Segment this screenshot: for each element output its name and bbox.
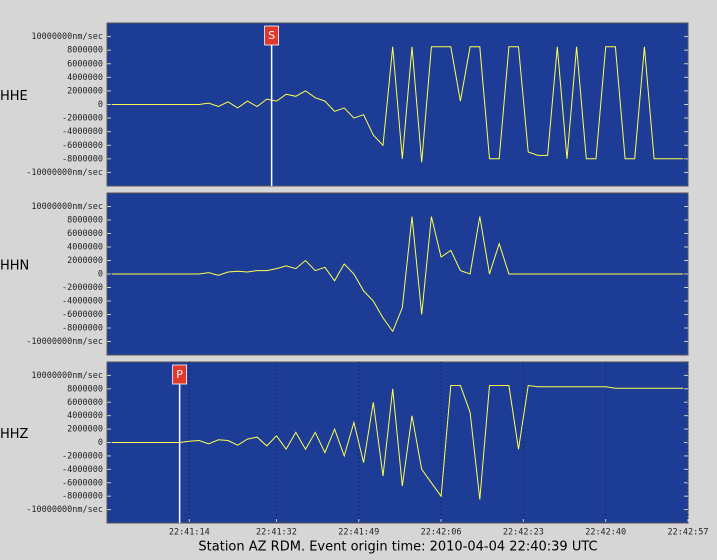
y-tick-label: -4000000 [62,465,103,475]
phase-label: P [176,368,183,381]
x-tick-label: 22:42:06 [421,528,462,538]
y-tick-label: -2000000 [62,114,103,124]
y-tick-label: -8000000 [62,324,103,334]
y-tick-label: -6000000 [62,141,103,151]
caption: Station AZ RDM. Event origin time: 2010-… [198,540,597,555]
y-tick-label: 6000000 [67,398,103,408]
y-tick-label: 4000000 [67,411,103,421]
y-tick-label: 6000000 [67,229,103,239]
x-tick-label: 22:41:49 [338,528,379,538]
y-tick-label: 2000000 [67,86,103,96]
y-tick-label: 4000000 [67,243,103,253]
trace [111,46,684,163]
y-tick-label: 4000000 [67,73,103,83]
y-tick-label: 10000000nm/sec [31,371,103,381]
y-tick-label: -4000000 [62,297,103,307]
y-tick-label: 2000000 [67,425,103,435]
trace [111,384,684,500]
y-tick-label: 10000000nm/sec [31,32,103,42]
x-tick-label: 22:41:32 [256,528,297,538]
y-tick-label: 0 [98,100,103,110]
y-tick-label: 0 [98,270,103,280]
y-tick-label: 8000000 [67,216,103,226]
phase-label: S [268,29,275,42]
x-tick-label: 22:42:57 [668,528,709,538]
y-tick-label: 6000000 [67,59,103,69]
y-tick-label: 8000000 [67,384,103,394]
x-tick-label: 22:42:23 [503,528,544,538]
x-tick-label: 22:41:14 [169,528,210,538]
y-tick-label: -4000000 [62,127,103,137]
y-tick-label: -8000000 [62,492,103,502]
y-tick-label: 8000000 [67,46,103,56]
y-tick-label: -8000000 [62,154,103,164]
y-tick-label: 2000000 [67,256,103,266]
y-tick-label: -2000000 [62,283,103,293]
phase-badge [172,364,188,385]
y-tick-label: -6000000 [62,310,103,320]
panel-title: HHN [0,259,29,274]
trace [111,216,684,333]
x-tick-label: 22:42:40 [585,528,626,538]
panel-title: HHZ [0,427,29,442]
phase-badge [264,25,280,46]
panel-title: HHE [0,89,28,104]
y-tick-label: 10000000nm/sec [31,202,103,212]
y-tick-label: -2000000 [62,451,103,461]
y-tick-label: -10000000nm/sec [26,505,103,515]
y-tick-label: 0 [98,438,103,448]
y-tick-label: -10000000nm/sec [26,168,103,178]
y-tick-label: -10000000nm/sec [26,337,103,347]
y-tick-label: -6000000 [62,478,103,488]
